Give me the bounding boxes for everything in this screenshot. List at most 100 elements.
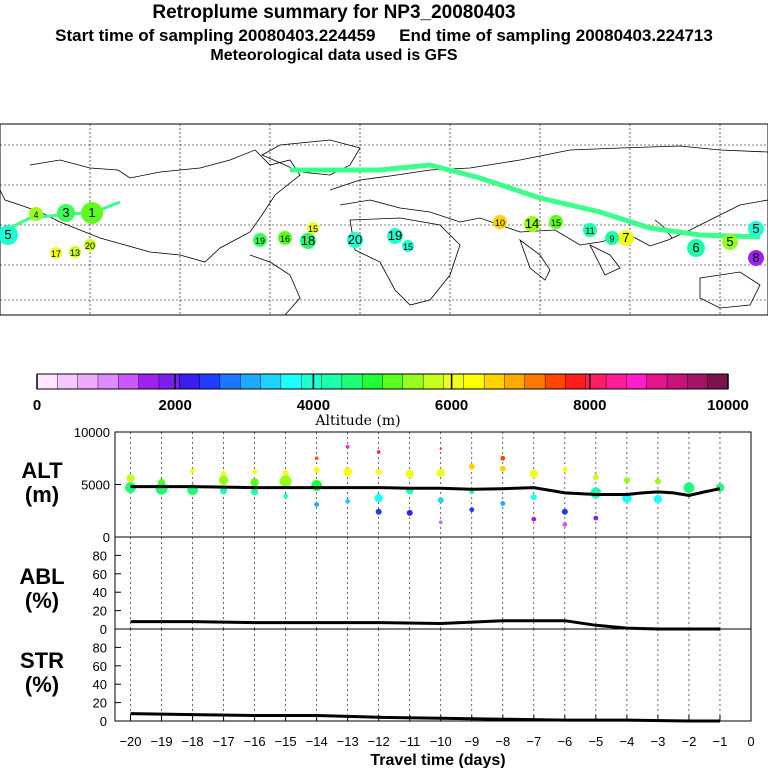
alt-point xyxy=(623,477,630,484)
alt-point xyxy=(562,522,568,527)
plume-marker-label: 20 xyxy=(85,241,95,251)
plume-marker-1 xyxy=(81,202,103,224)
alt-point xyxy=(376,450,381,454)
alt-point xyxy=(592,474,599,481)
chart-title: Retroplume summary for NP3_20080403 xyxy=(152,2,516,23)
colorbar-swatch xyxy=(463,373,485,390)
x-tick-label: −16 xyxy=(244,734,266,749)
plume-marker-4 xyxy=(29,207,43,221)
plume-marker-label: 11 xyxy=(585,226,594,236)
alt-point xyxy=(375,508,382,515)
end-time-label: End time of sampling 20080403.224713 xyxy=(399,26,713,45)
colorbar-swatch xyxy=(179,373,201,390)
colorbar-swatch xyxy=(524,373,546,390)
trajectory-segment xyxy=(290,162,761,240)
colorbar-swatch xyxy=(626,373,648,390)
x-tick-label: −18 xyxy=(182,734,204,749)
str-line xyxy=(130,712,720,723)
alt-point xyxy=(251,488,259,496)
alt-point xyxy=(436,468,445,478)
str-y-tick-label: 20 xyxy=(93,696,107,711)
colorbar-label: Altitude (m) xyxy=(314,413,400,429)
alt-point xyxy=(283,493,289,499)
abl-y-ticks: 80 60 40 20 0 xyxy=(93,548,121,637)
alt-y-ticks: 10000 5000 0 xyxy=(74,425,121,545)
abl-y-tick-label: 40 xyxy=(93,585,107,600)
plume-marker-label: 16 xyxy=(280,234,290,244)
start-time-label: Start time of sampling 20080403.224459 xyxy=(55,26,376,45)
colorbar-swatch xyxy=(158,373,180,390)
colorbar-swatch xyxy=(57,373,79,390)
colorbar-swatch xyxy=(280,373,302,390)
colorbar-tick-label: 0 xyxy=(33,397,41,414)
alt-point xyxy=(314,456,319,461)
alt-panel-frame xyxy=(114,431,752,538)
alt-point xyxy=(439,447,442,450)
alt-point xyxy=(311,480,323,491)
plume-marker-19 xyxy=(253,233,267,247)
colorbar-tick-label: 6000 xyxy=(435,397,468,414)
x-tick-label: −4 xyxy=(619,734,634,749)
colorbar-swatch xyxy=(646,373,668,390)
colorbar-swatch xyxy=(97,373,119,390)
colorbar-swatch xyxy=(422,373,444,390)
alt-point xyxy=(500,455,506,461)
colorbar-swatch xyxy=(301,373,323,390)
alt-point xyxy=(343,467,352,477)
alt-gridlines xyxy=(130,432,721,537)
x-tick-label: −14 xyxy=(306,734,328,749)
abl-y-tick-label: 20 xyxy=(93,604,107,619)
alt-point xyxy=(469,507,475,513)
plume-marker-label: 18 xyxy=(301,233,315,248)
x-tick-label: 0 xyxy=(747,734,754,749)
plume-marker-7 xyxy=(618,230,634,246)
colorbar-tick-label: 10000 xyxy=(707,397,749,414)
colorbar-swatch xyxy=(544,373,566,390)
alt-point xyxy=(683,482,695,494)
alt-point xyxy=(406,509,413,516)
alt-point xyxy=(345,444,350,449)
alt-point xyxy=(500,501,506,506)
x-tick-label: −17 xyxy=(213,734,235,749)
alt-scatter-points xyxy=(125,444,725,527)
plume-marker-15 xyxy=(549,215,563,229)
plume-marker-15 xyxy=(307,222,319,234)
alt-y-tick-label: 0 xyxy=(103,530,110,545)
abl-label: ABL xyxy=(19,564,64,589)
alt-point xyxy=(438,520,443,525)
plume-marker-19 xyxy=(387,228,403,244)
alt-point xyxy=(190,468,195,474)
alt-point xyxy=(252,469,258,475)
map-graticule xyxy=(0,124,768,315)
alt-point xyxy=(313,466,320,473)
alt-point xyxy=(126,474,135,483)
plume-marker-label: 20 xyxy=(348,232,362,247)
met-data-label: Meteorological data used is GFS xyxy=(210,47,458,64)
abl-line xyxy=(130,619,720,631)
plume-marker-10 xyxy=(493,215,507,229)
colorbar-swatch xyxy=(666,373,688,390)
x-tick-label: −19 xyxy=(151,734,173,749)
str-y-tick-label: 80 xyxy=(93,640,107,655)
plume-marker-11 xyxy=(583,223,597,237)
plume-marker-16 xyxy=(278,231,292,245)
plume-marker-label: 4 xyxy=(33,210,38,220)
x-axis-title: Travel time (days) xyxy=(370,752,505,768)
colorbar-swatch xyxy=(199,373,221,390)
alt-point xyxy=(530,494,537,501)
colorbar-swatch xyxy=(443,373,465,390)
plume-marker-20 xyxy=(347,232,363,248)
plume-marker-label: 17 xyxy=(51,249,61,259)
abl-y-tick-label: 0 xyxy=(100,622,107,637)
str-gridlines xyxy=(130,629,721,721)
x-tick-label: −13 xyxy=(337,734,359,749)
colorbar-swatch xyxy=(321,373,343,390)
plume-marker-label: 14 xyxy=(525,216,539,231)
x-tick-label: −20 xyxy=(119,734,141,749)
x-tick-label: −2 xyxy=(682,734,697,749)
abl-y-tick-label: 80 xyxy=(93,548,107,563)
str-y-tick-label: 0 xyxy=(100,714,107,729)
str-panel-frame xyxy=(114,628,752,722)
plume-marker-18 xyxy=(300,233,316,249)
